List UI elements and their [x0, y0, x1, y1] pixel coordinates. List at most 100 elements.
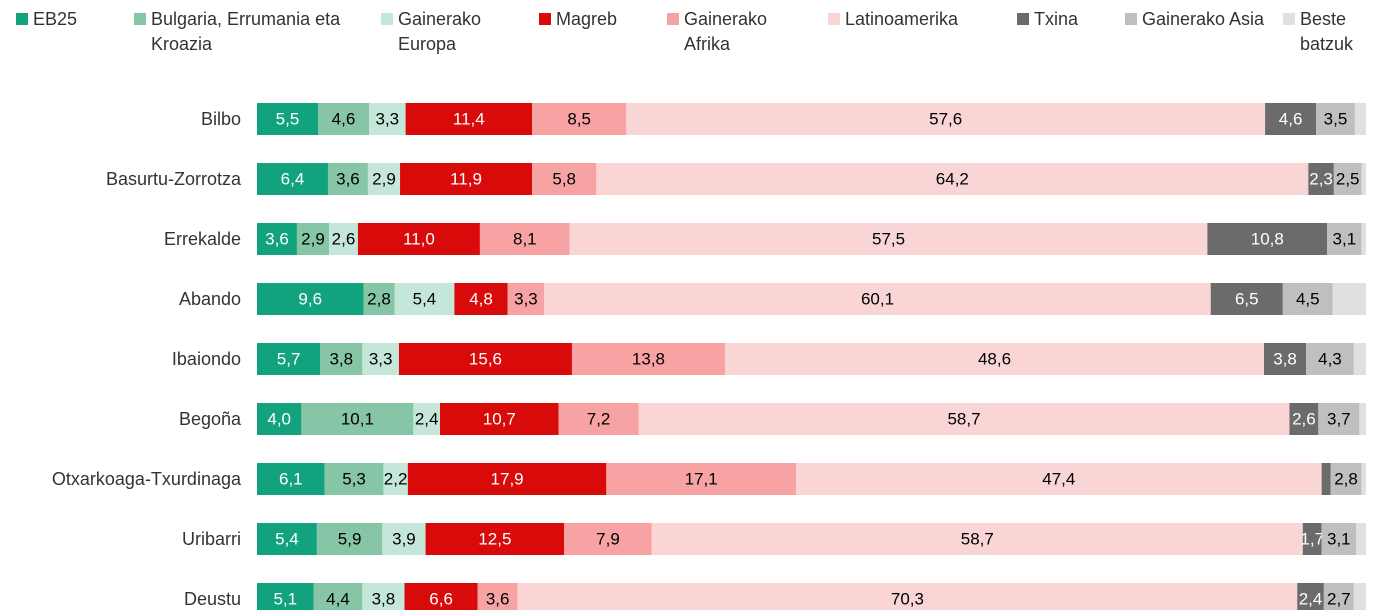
value-label: 2,9	[301, 230, 325, 249]
bar-segment	[394, 283, 455, 315]
bar-segment	[1356, 523, 1366, 555]
bar-segment	[1359, 403, 1366, 435]
bar-segment	[1333, 163, 1362, 195]
value-label: 58,7	[961, 530, 994, 549]
bar-segment	[606, 463, 796, 495]
bar-segment	[329, 223, 358, 255]
value-label: 3,1	[1333, 230, 1357, 249]
value-label: 3,7	[1327, 410, 1351, 429]
bar-segment	[317, 103, 370, 135]
legend-swatch	[667, 13, 679, 25]
value-label: 7,9	[596, 530, 620, 549]
legend-swatch	[539, 13, 551, 25]
value-label: 2,7	[1327, 590, 1351, 609]
value-label: 3,9	[392, 530, 416, 549]
bar-segment	[400, 163, 533, 195]
value-label: 2,4	[415, 410, 439, 429]
bar-segment	[1332, 283, 1366, 315]
bar-segment	[1263, 343, 1307, 375]
legend-label: Gainerako Afrika	[684, 9, 768, 54]
bar-segment	[596, 163, 1309, 195]
value-label: 3,3	[369, 350, 393, 369]
bar-segment	[425, 523, 565, 555]
legend-label: EB25	[33, 9, 78, 29]
category-label: Abando	[179, 289, 241, 309]
value-label: 58,7	[947, 410, 980, 429]
bar-segment	[439, 403, 559, 435]
value-label: 4,4	[326, 590, 350, 609]
bar-segment	[320, 343, 363, 375]
legend-swatch	[381, 13, 393, 25]
value-label: 5,9	[338, 530, 362, 549]
value-label: 12,5	[478, 530, 511, 549]
bar-segment	[362, 343, 399, 375]
value-label: 3,6	[486, 590, 510, 609]
value-label: 3,6	[265, 230, 289, 249]
bar-segment	[1353, 583, 1366, 610]
bar-segment	[1289, 403, 1319, 435]
bar-segment	[362, 583, 405, 610]
value-label: 5,4	[413, 290, 437, 309]
bar-segment	[724, 343, 1264, 375]
bar-segment	[544, 283, 1211, 315]
bar-segment	[795, 463, 1322, 495]
bar-segment	[1323, 583, 1354, 610]
bar-segment	[479, 223, 570, 255]
value-label: 3,8	[329, 350, 353, 369]
bar-segment	[257, 343, 321, 375]
value-label: 11,0	[403, 230, 435, 249]
bar-segment	[1327, 223, 1362, 255]
value-label: 3,3	[375, 110, 399, 129]
bar-segment	[1265, 103, 1317, 135]
value-label: 5,7	[277, 350, 301, 369]
bar-segment	[571, 343, 725, 375]
value-label: 6,4	[281, 170, 305, 189]
bar-segment	[257, 463, 325, 495]
legend-swatch	[828, 13, 840, 25]
value-label: 17,9	[491, 470, 524, 489]
value-label: 57,5	[872, 230, 905, 249]
value-label: 4,0	[267, 410, 291, 429]
bar-segment	[532, 163, 597, 195]
legend-label: Latinoamerika	[845, 9, 959, 29]
value-label: 2,8	[367, 290, 391, 309]
bar-segment	[638, 403, 1290, 435]
bar-segment	[1302, 523, 1322, 555]
category-label: Ibaiondo	[172, 349, 241, 369]
value-label: 5,3	[342, 470, 366, 489]
legend-swatch	[1283, 13, 1295, 25]
bar-segment	[507, 283, 545, 315]
bar-segment	[569, 223, 1208, 255]
value-label: 3,6	[336, 170, 360, 189]
value-label: 17,1	[685, 470, 718, 489]
value-label: 2,6	[1292, 410, 1316, 429]
bar-segment	[1207, 223, 1328, 255]
value-label: 3,3	[514, 290, 538, 309]
value-label: 1,7	[1300, 530, 1324, 549]
legend-label: Bulgaria, Errumania eta Kroazia	[151, 9, 341, 54]
value-label: 5,1	[273, 590, 297, 609]
value-label: 4,5	[1296, 290, 1320, 309]
bar-segment	[363, 283, 395, 315]
bar-segment	[357, 223, 480, 255]
value-label: 10,8	[1251, 230, 1284, 249]
bar-segment	[405, 103, 533, 135]
bar-segment	[324, 463, 384, 495]
value-label: 3,5	[1324, 110, 1348, 129]
category-label: Deustu	[184, 589, 241, 609]
value-label: 10,1	[341, 410, 374, 429]
value-label: 64,2	[936, 170, 969, 189]
bar-segment	[477, 583, 518, 610]
bar-segment	[651, 523, 1303, 555]
bar-segment	[1361, 163, 1366, 195]
legend-label: Txina	[1034, 9, 1079, 29]
bar-segment	[257, 403, 302, 435]
value-label: 9,6	[298, 290, 322, 309]
bar-segment	[369, 103, 406, 135]
category-label: Basurtu-Zorrotza	[106, 169, 242, 189]
bar-segment	[257, 283, 364, 315]
bar-segment	[382, 523, 426, 555]
value-label: 11,9	[450, 170, 482, 189]
bar-segment	[1321, 523, 1357, 555]
